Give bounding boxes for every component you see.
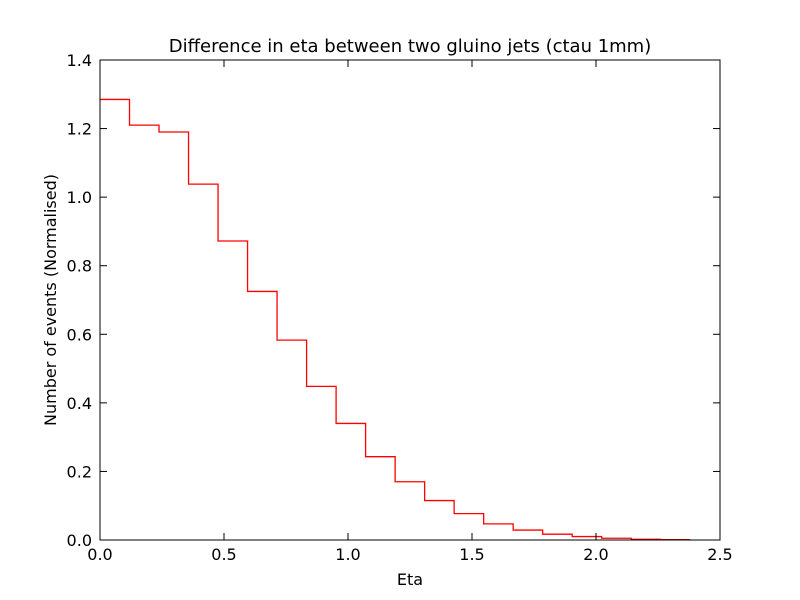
x-tick-label: 1.0 bbox=[335, 545, 360, 564]
x-tick-label: 2.0 bbox=[583, 545, 608, 564]
y-axis-label: Number of events (Normalised) bbox=[41, 174, 60, 426]
x-axis-label: Eta bbox=[397, 570, 423, 589]
chart-title: Difference in eta between two gluino jet… bbox=[169, 36, 652, 57]
axes-frame bbox=[99, 59, 721, 541]
y-tick-label: 0.6 bbox=[67, 325, 92, 344]
x-tick-label: 0.5 bbox=[211, 545, 236, 564]
y-tick-label: 0.8 bbox=[67, 257, 92, 276]
y-tick-label: 0.2 bbox=[67, 462, 92, 481]
y-tick-label: 0.4 bbox=[67, 394, 92, 413]
x-tick-label: 2.5 bbox=[707, 545, 732, 564]
axis-ticks: 0.0 0.5 1.0 1.5 2.0 2.5 0.0 0.2 0.4 0.6 0.8 1.0 1.2 1… bbox=[67, 51, 733, 564]
plot-area bbox=[100, 98, 691, 541]
x-tick-label: 1.5 bbox=[459, 545, 484, 564]
y-tick-label: 1.4 bbox=[67, 51, 92, 70]
y-tick-label: 1.0 bbox=[67, 188, 92, 207]
x-tick-label: 0.0 bbox=[87, 545, 112, 564]
histogram-step-line bbox=[100, 98, 691, 541]
y-tick-label: 0.0 bbox=[67, 531, 92, 550]
y-tick-label: 1.2 bbox=[67, 120, 92, 139]
